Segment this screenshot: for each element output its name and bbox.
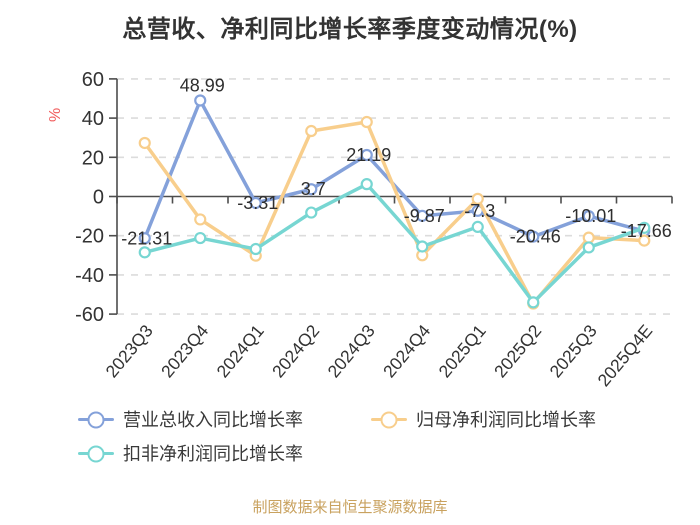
legend-marker-line-circle-icon [78,444,114,464]
y-tick-label: 20 [82,147,104,169]
data-point [360,178,373,191]
legend-row-2: 扣非净利润同比增长率 [78,444,596,464]
x-tick-label: 2023Q3 [101,321,156,382]
data-point-label: 48.99 [180,75,225,95]
data-point [360,148,373,162]
data-point [471,192,484,205]
legend-label-net-profit-yoy: 归母净利润同比增长率 [416,410,596,430]
data-point [249,242,262,256]
y-tick-label: -20 [75,226,104,248]
data-point-label: 3.7 [301,179,326,199]
y-tick-label: -60 [75,304,104,326]
legend-marker-line-circle-icon [371,410,407,430]
data-point [638,221,651,234]
data-point-label: -7.3 [464,201,495,221]
data-point [194,94,207,107]
data-point [138,246,151,259]
data-point [138,136,151,150]
data-point [194,231,207,245]
legend-label-non-gaap-net-profit-yoy: 扣非净利润同比增长率 [123,444,303,464]
series-2-line [138,178,651,309]
data-point [638,234,651,247]
data-point [527,230,540,243]
y-tick-label: 0 [93,187,104,209]
x-tick-label: 2025Q3 [545,321,600,382]
data-point [416,209,429,222]
data-point [471,220,484,233]
data-point [138,232,151,245]
data-point-label: 21.19 [346,145,391,165]
legend-item-net-profit-yoy[interactable]: 归母净利润同比增长率 [371,410,596,430]
data-point-label: -20.46 [510,227,561,247]
data-point [194,213,207,226]
x-tick-label: 2023Q4 [157,321,213,382]
data-point [527,296,540,309]
data-point [305,183,318,196]
x-tick-label: 2024Q2 [268,321,323,382]
y-axis: 60 40 20 0 -20 -40 -60% [47,69,118,326]
data-point-label: -9.87 [404,206,445,226]
x-tick-label: 2024Q4 [379,321,435,382]
data-point-label: -17.66 [621,221,672,241]
y-tick-label: -40 [75,265,104,287]
data-point [582,210,595,223]
chart-legend: 营业总收入同比增长率 归母净利润同比增长率 扣非净利润同比增长率 [78,410,596,464]
data-point [416,240,429,253]
data-point-label: -10.01 [565,206,616,226]
chart-title: 总营收、净利同比增长率季度变动情况(%) [122,16,578,43]
legend-row-1: 营业总收入同比增长率 归母净利润同比增长率 [78,410,596,430]
legend-marker-line-circle-icon [78,410,114,430]
gridlines [117,78,672,315]
legend-item-non-gaap-net-profit-yoy[interactable]: 扣非净利润同比增长率 [78,444,303,464]
data-point [582,231,595,244]
data-point-label: -3.31 [237,193,278,213]
legend-item-total-revenue-yoy[interactable]: 营业总收入同比增长率 [78,410,303,430]
x-tick-label: 2024Q1 [212,321,267,382]
y-axis-unit-label: % [47,108,64,122]
x-tick-label: 2025Q2 [490,321,545,382]
y-tick-label: 40 [82,108,104,130]
legend-label-total-revenue-yoy: 营业总收入同比增长率 [123,410,303,430]
data-point [360,115,373,129]
data-point [305,124,318,138]
x-tick-label: 2024Q3 [323,321,378,382]
x-tick-label: 2025Q4E [593,321,656,391]
x-tick-label: 2025Q1 [434,321,489,382]
data-source-note: 制图数据来自恒生聚源数据库 [252,499,448,516]
y-tick-label: 60 [82,69,104,91]
data-point [249,196,262,210]
data-point-label: -21.31 [121,228,172,248]
data-point [305,206,318,219]
data-point [582,241,595,254]
